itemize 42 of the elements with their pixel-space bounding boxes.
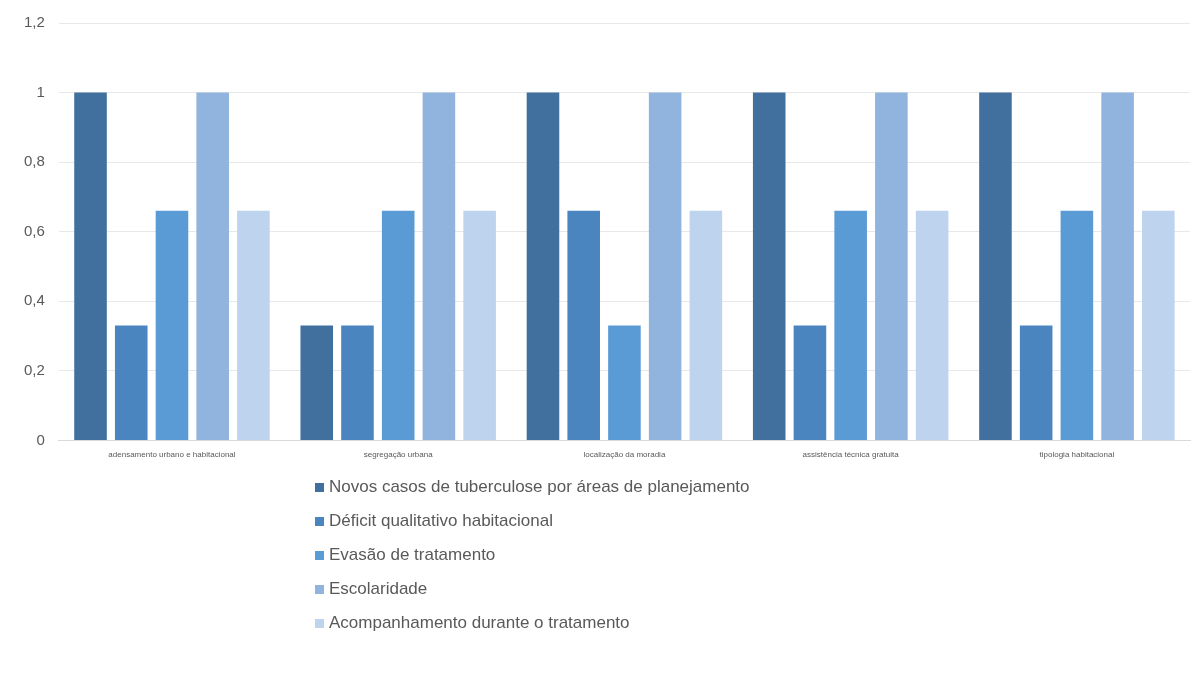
bar (793, 325, 827, 440)
bar (689, 210, 723, 440)
y-tick-label: 1 (36, 82, 45, 100)
bar (196, 92, 229, 440)
bar (155, 210, 189, 440)
x-tick-label: segregação urbana (363, 450, 434, 460)
bar (237, 210, 270, 440)
bar (752, 92, 786, 440)
bar (300, 325, 334, 440)
bar (834, 210, 867, 440)
y-tick-label: 0,8 (23, 152, 45, 170)
bar (422, 92, 456, 440)
x-tick-label: assistência técnica gratuita (802, 450, 900, 460)
legend-label: Déficit qualitativo habitacional (329, 511, 553, 531)
x-tick-label: tipologia habitacional (1039, 450, 1115, 460)
bar (648, 92, 682, 440)
x-tick-label: adensamento urbano e habitacional (108, 450, 236, 460)
bar (114, 325, 148, 440)
y-tick-label: 0,2 (23, 360, 45, 378)
legend-label: Escolaridade (329, 579, 428, 599)
bar (1101, 92, 1134, 440)
bar (875, 92, 908, 440)
x-tick-label: localização da moradia (583, 450, 666, 460)
bar (463, 210, 496, 440)
bar (74, 92, 107, 440)
bar (1060, 210, 1094, 440)
bar (915, 210, 949, 440)
bar (526, 92, 560, 440)
legend-label: Novos casos de tuberculose por áreas de planejamento (329, 477, 750, 497)
y-tick-label: 0,6 (23, 221, 45, 239)
legend-label: Acompanhamento durante o tratamento (329, 613, 630, 633)
y-tick-label: 1,2 (23, 13, 45, 31)
bar (979, 92, 1012, 440)
bar (567, 210, 600, 440)
bar (1019, 325, 1053, 440)
y-tick-label: 0,4 (23, 291, 45, 309)
bar (1142, 210, 1175, 440)
y-tick-label: 0 (36, 430, 45, 448)
legend-label: Evasão de tratamento (329, 545, 496, 565)
bar (608, 325, 641, 440)
bar (341, 325, 374, 440)
bar (381, 210, 415, 440)
